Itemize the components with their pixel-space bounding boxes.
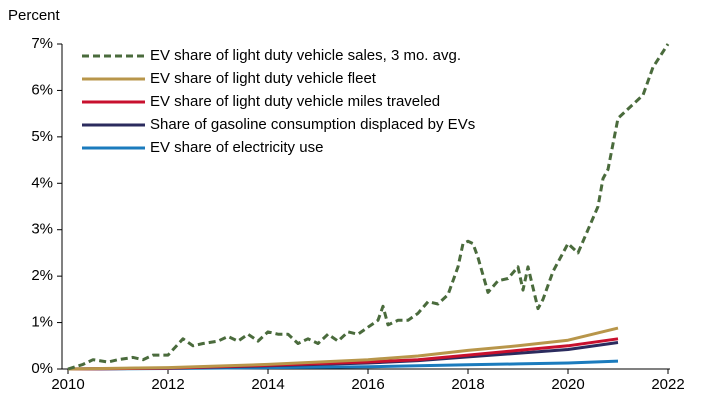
x-tick-label: 2020 — [551, 376, 584, 393]
series-line — [67, 326, 619, 371]
y-tick-label: 3% — [31, 221, 53, 238]
x-tick-label: 2014 — [251, 376, 284, 393]
x-tick-label: 2016 — [351, 376, 384, 393]
x-tick-label: 2022 — [651, 376, 684, 393]
y-tick-label: 7% — [31, 35, 53, 52]
y-tick-label: 6% — [31, 81, 53, 98]
legend-label: EV share of electricity use — [150, 139, 323, 156]
x-tick-label: 2010 — [51, 376, 84, 393]
y-axis-label: Percent — [8, 7, 61, 24]
legend-label: EV share of light duty vehicle miles tra… — [150, 93, 440, 110]
legend-label: EV share of light duty vehicle fleet — [150, 70, 377, 87]
y-tick-label: 2% — [31, 267, 53, 284]
y-tick-label: 5% — [31, 128, 53, 145]
y-tick-label: 0% — [31, 360, 53, 377]
series-line — [67, 43, 670, 371]
legend-label: EV share of light duty vehicle sales, 3 … — [150, 47, 461, 64]
legend-label: Share of gasoline consumption displaced … — [150, 116, 475, 133]
x-tick-label: 2018 — [451, 376, 484, 393]
y-tick-label: 1% — [31, 314, 53, 331]
x-tick-label: 2012 — [151, 376, 184, 393]
y-tick-label: 4% — [31, 174, 53, 191]
